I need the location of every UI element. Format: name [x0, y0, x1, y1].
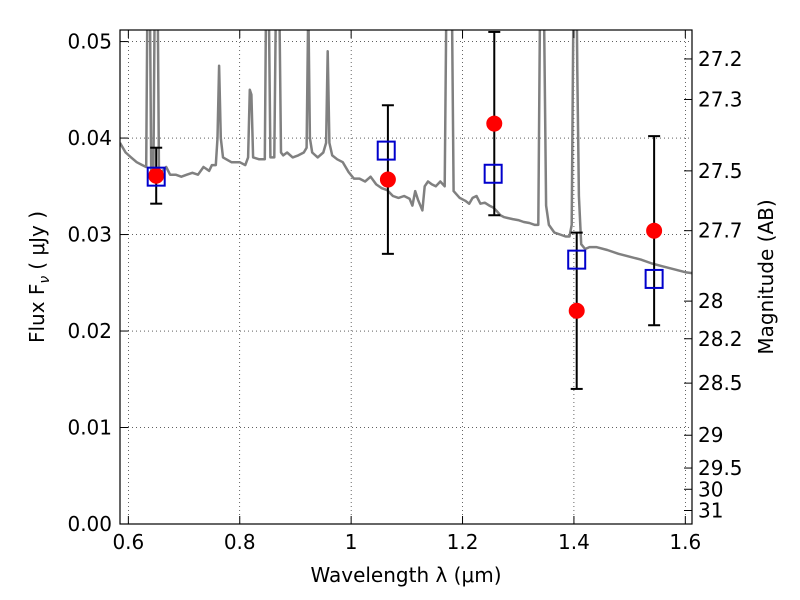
right-tick-label: 30: [698, 477, 723, 501]
grid-lines: [120, 30, 692, 525]
model-flux-square: [567, 249, 587, 270]
right-tick-label: 28.5: [698, 371, 743, 395]
y-axis-title-main: Flux F: [25, 284, 49, 343]
y-tick-label: 0.04: [67, 126, 112, 150]
axis-ticks: [120, 30, 692, 525]
y-tick-label: 0.00: [67, 512, 112, 536]
plot-area: [120, 30, 692, 390]
x-tick-label: 1.2: [447, 530, 479, 554]
model-flux-square: [644, 268, 664, 289]
y-tick-label: 0.02: [67, 319, 112, 343]
model-spectrum-line: [120, 30, 692, 275]
y-tick-label: 0.03: [67, 223, 112, 247]
plot-frame: [119, 29, 693, 525]
x-tick-label: 1: [345, 530, 358, 554]
observed-flux-point: [379, 171, 396, 188]
right-tick-label: 27.7: [698, 219, 743, 243]
y-tick-label: 0.05: [67, 30, 112, 54]
x-tick-label: 1.4: [558, 530, 590, 554]
x-tick-label: 1.6: [669, 530, 701, 554]
right-tick-label: 29: [698, 423, 723, 447]
tick-labels: 0.6 0.8 1 1.2 1.4 1.6 0.00 0.01 0.02 0.03 0.04 0.05…: [67, 30, 742, 554]
observed-flux-point: [646, 222, 663, 239]
right-tick-label: 27.2: [698, 47, 743, 71]
x-tick-label: 0.6: [112, 530, 144, 554]
x-axis-title: Wavelength λ (μm): [310, 563, 501, 587]
y-axis-title-sub: ν: [37, 276, 53, 284]
right-tick-label: 31: [698, 498, 723, 522]
model-flux-square: [483, 163, 503, 184]
svg-text:Flux Fν( μJy ): Flux Fν ( μJy ): [25, 211, 53, 343]
right-tick-label: 27.5: [698, 159, 743, 183]
x-tick-label: 0.8: [224, 530, 256, 554]
y-axis-title-left: Flux Fν ( μJy ): [25, 211, 53, 343]
right-tick-label: 27.3: [698, 87, 743, 111]
right-tick-label: 28: [698, 289, 723, 313]
model-flux-square: [376, 140, 396, 161]
y-axis-title-unit: ( μJy ): [25, 211, 49, 270]
y-axis-title-right: Magnitude (AB): [754, 199, 778, 354]
observed-flux-point: [148, 167, 165, 184]
y-tick-label: 0.01: [67, 416, 112, 440]
right-tick-label: 28.2: [698, 327, 743, 351]
right-tick-label: 29.5: [698, 456, 743, 480]
observed-flux-point: [486, 115, 503, 132]
model-flux-square: [146, 166, 166, 187]
observed-flux-point: [568, 302, 585, 319]
